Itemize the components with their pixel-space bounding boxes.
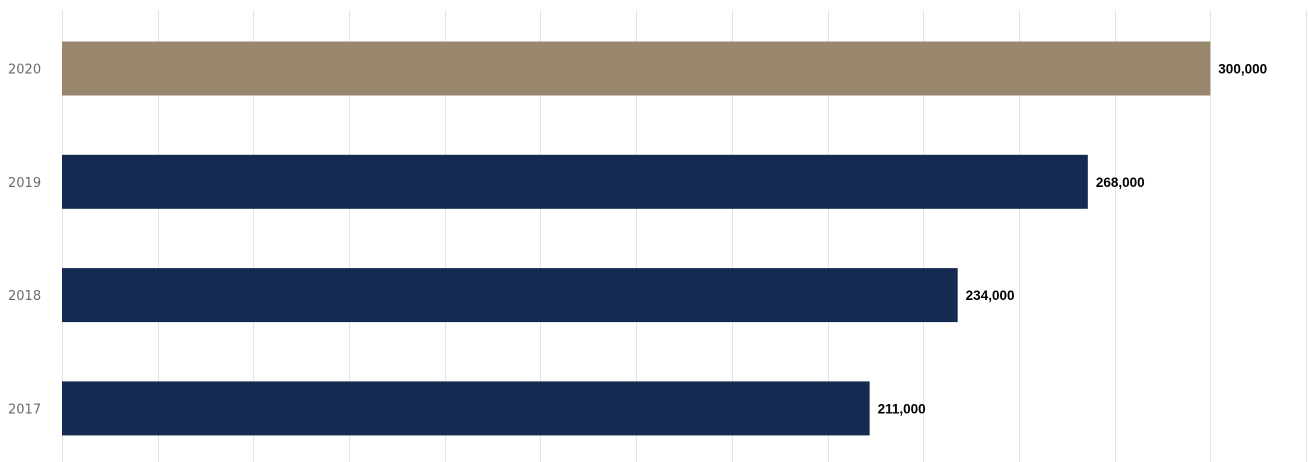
category-label-2020: 2020 [8,63,41,78]
bar-2017 [62,381,870,436]
data-label-2018: 234,000 [966,288,1015,303]
bar-2020 [62,41,1211,96]
category-label-2018: 2018 [8,289,41,304]
bars [62,41,1211,436]
category-label-2017: 2017 [8,402,41,417]
bar-2019 [62,154,1088,209]
data-label-2020: 300,000 [1218,62,1267,77]
data-label-2019: 268,000 [1096,175,1145,190]
labels: 2020 300,000 2019 268,000 2018 234,000 2017 211… [8,62,1267,418]
data-label-2017: 211,000 [878,401,926,416]
bar-2018 [62,268,958,323]
category-label-2019: 2019 [8,176,41,191]
